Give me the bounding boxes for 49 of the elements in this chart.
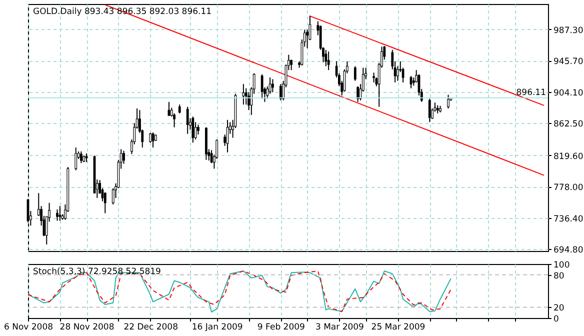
candlestick xyxy=(58,206,62,222)
candlestick xyxy=(268,77,272,94)
y-tick-label: 945.70 xyxy=(554,57,584,68)
candlestick xyxy=(242,84,245,106)
candlestick xyxy=(290,59,293,71)
y-tick-label: 862.50 xyxy=(554,120,584,130)
candlestick xyxy=(197,124,200,136)
candlestick xyxy=(354,66,356,82)
candlestick xyxy=(112,188,114,205)
candlestick xyxy=(396,66,399,82)
candlestick xyxy=(104,192,106,214)
candlestick xyxy=(74,147,78,171)
candlestick xyxy=(168,101,170,116)
x-tick-label: 9 Feb 2009 xyxy=(257,322,305,332)
y-tick-label: 694.80 xyxy=(554,246,584,256)
candlestick xyxy=(192,116,194,144)
candlestick xyxy=(272,78,274,93)
y-tick-label: 778.00 xyxy=(554,183,584,194)
candlestick xyxy=(186,106,189,134)
candlestick xyxy=(356,86,360,102)
candlestick xyxy=(248,92,250,111)
y-tick-label: 819.60 xyxy=(554,152,584,162)
y-tick-label: 100 xyxy=(554,260,570,270)
y-tick-label: 0 xyxy=(554,314,559,324)
candlestick xyxy=(372,72,375,83)
candlestick xyxy=(279,84,282,101)
y-tick-label: 904.10 xyxy=(554,88,584,98)
candlestick xyxy=(447,94,450,109)
x-tick-label: 6 Nov 2008 xyxy=(4,322,54,332)
y-tick-label: 20 xyxy=(554,304,564,314)
candlestick xyxy=(410,75,412,89)
candlestick xyxy=(327,51,330,71)
y-tick-label: 80 xyxy=(554,271,564,282)
candlestick xyxy=(260,74,264,100)
y-tick-label: 736.40 xyxy=(554,214,584,224)
x-tick-label: 25 Mar 2009 xyxy=(371,322,426,332)
y-tick-label: 987.30 xyxy=(554,26,584,36)
candlestick xyxy=(324,49,328,67)
chart-title: Stoch(5,3,3) 72.9258 52.5819 xyxy=(33,267,161,277)
candlestick xyxy=(56,208,58,222)
x-tick-label: 3 Mar 2009 xyxy=(315,322,364,332)
x-tick-label: 28 Nov 2008 xyxy=(60,322,114,332)
candlestick xyxy=(428,98,431,123)
candlestick xyxy=(80,150,82,164)
candlestick xyxy=(122,150,125,164)
candlestick xyxy=(149,132,152,144)
x-tick-label: 16 Jan 2009 xyxy=(192,322,243,332)
x-tick-label: 22 Dec 2008 xyxy=(124,322,178,332)
ref-line-label: 896.11 xyxy=(516,88,546,98)
